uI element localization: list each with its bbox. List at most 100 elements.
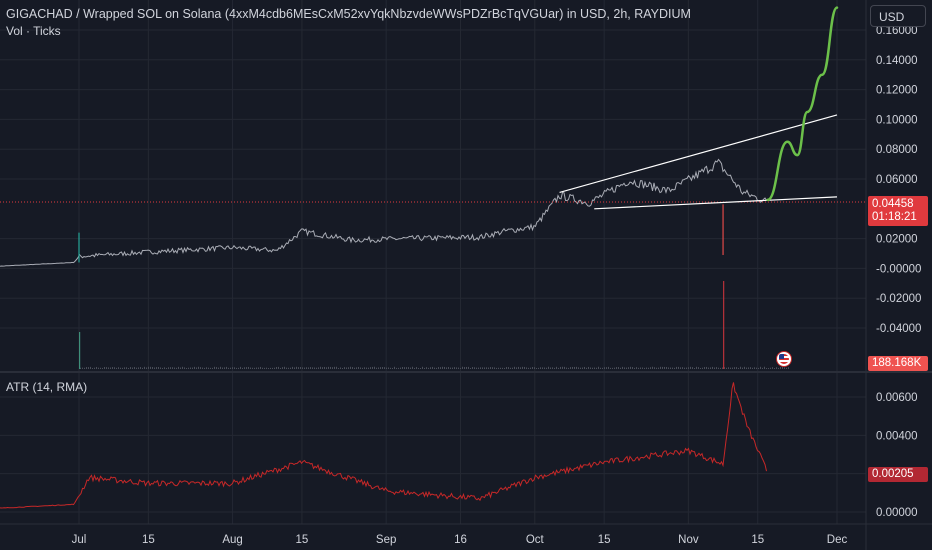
price-pane[interactable] [0, 6, 866, 267]
volume-bar [336, 366, 337, 369]
volume-bar [178, 366, 179, 369]
volume-bar [678, 366, 679, 369]
volume-bar [168, 367, 169, 369]
volume-bar [198, 366, 199, 369]
volume-bar [238, 367, 239, 369]
volume-bar [702, 367, 703, 369]
projection-path [766, 6, 839, 202]
volume-bar [84, 367, 85, 369]
volume-bar [278, 366, 279, 369]
volume-bar [494, 367, 495, 369]
volume-bar [142, 367, 143, 369]
volume-bar [130, 367, 131, 369]
volume-bar [330, 366, 331, 369]
volume-bar [222, 367, 223, 369]
volume-value-tag: 188.168K [868, 356, 928, 371]
volume-bar [720, 367, 721, 369]
volume-bar [430, 367, 431, 369]
volume-bar [190, 367, 191, 369]
volume-bar [366, 367, 367, 369]
volume-bar [298, 367, 299, 369]
volume-bar [474, 367, 475, 369]
volume-legend[interactable]: Vol · Ticks [6, 24, 61, 38]
axes: 0.16000 0.14000 0.12000 0.10000 0.08000 0.060… [72, 25, 922, 546]
volume-bar [412, 366, 413, 369]
time-tick-label: 15 [751, 534, 764, 546]
price-tick-label: -0.04000 [876, 323, 921, 335]
volume-bar [642, 367, 643, 369]
volume-bar [440, 367, 441, 369]
volume-bar [716, 367, 717, 369]
volume-bar [546, 367, 547, 369]
volume-bar [404, 367, 405, 369]
volume-bar [438, 367, 439, 369]
volume-bar [732, 367, 733, 369]
volume-bar [588, 366, 589, 369]
volume-bar [644, 367, 645, 369]
volume-bar [510, 367, 511, 369]
volume-bar [690, 366, 691, 369]
volume-bar [264, 367, 265, 369]
volume-bar [252, 367, 253, 369]
volume-bar [396, 367, 397, 369]
volume-bar [548, 366, 549, 369]
volume-bar [368, 367, 369, 369]
volume-bar [174, 367, 175, 369]
volume-bar [120, 367, 121, 369]
volume-bar [464, 367, 465, 369]
volume-bar [284, 366, 285, 369]
volume-bar [586, 367, 587, 369]
volume-bar [112, 367, 113, 369]
volume-bar [734, 367, 735, 369]
volume-bar [202, 367, 203, 369]
volume-bar [292, 366, 293, 369]
volume-bar [180, 367, 181, 369]
volume-bar [184, 367, 185, 369]
volume-bar [128, 367, 129, 369]
volume-bar [140, 367, 141, 369]
volume-bar [230, 367, 231, 369]
volume-bar [576, 366, 577, 369]
atr-legend[interactable]: ATR (14, RMA) [6, 380, 88, 394]
volume-bar [144, 366, 145, 369]
volume-bar [750, 367, 751, 369]
volume-bar [352, 367, 353, 369]
volume-bar [310, 367, 311, 369]
volume-bar [488, 367, 489, 369]
volume-bar [652, 366, 653, 369]
volume-bar [764, 366, 765, 369]
volume-bar [704, 367, 705, 369]
time-tick-label: Sep [376, 534, 396, 546]
volume-bar [90, 366, 91, 369]
volume-bar [372, 366, 373, 369]
volume-bar-peak [79, 332, 81, 369]
currency-button[interactable]: USD [870, 5, 926, 27]
volume-bar [132, 367, 133, 369]
volume-bar [672, 367, 673, 369]
volume-bar [502, 367, 503, 369]
volume-bar [240, 366, 241, 369]
volume-bar [754, 367, 755, 369]
volume-bar [680, 367, 681, 369]
volume-bar [138, 367, 139, 369]
us-flag-icon[interactable] [776, 351, 792, 367]
atr-tick-label: 0.00000 [876, 507, 918, 519]
volume-bar [514, 366, 515, 369]
volume-bar [422, 366, 423, 369]
volume-bar [572, 366, 573, 369]
volume-bar [432, 366, 433, 369]
volume-bar [512, 367, 513, 369]
chart-title[interactable]: GIGACHAD / Wrapped SOL on Solana (4xxM4c… [6, 7, 691, 21]
atr-pane[interactable] [0, 382, 767, 509]
volume-bar [584, 366, 585, 369]
atr-value-tag: 0.00205 [868, 467, 928, 482]
volume-bar [220, 366, 221, 369]
volume-bar [106, 367, 107, 369]
volume-bar [470, 367, 471, 369]
volume-bar [116, 367, 117, 369]
volume-bar [182, 366, 183, 369]
volume-bar [434, 367, 435, 369]
time-tick-label: Nov [678, 534, 699, 546]
time-tick-label: Aug [222, 534, 242, 546]
